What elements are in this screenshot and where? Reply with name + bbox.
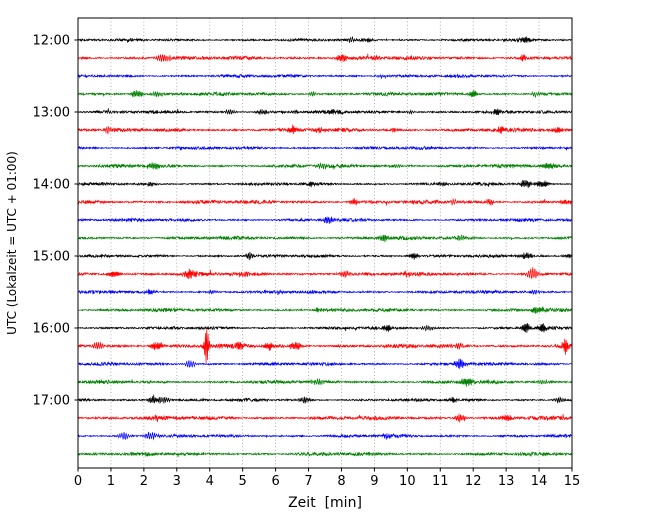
- x-tick-label: 14: [531, 474, 548, 489]
- x-tick-label: 8: [337, 474, 345, 489]
- x-tick-label: 0: [74, 474, 82, 489]
- trace-15:15: [78, 267, 572, 280]
- plot-frame: [77, 17, 573, 469]
- trace-13:00: [78, 108, 572, 116]
- trace-16:15: [78, 328, 572, 364]
- trace-16:45: [78, 377, 572, 387]
- trace-14:30: [78, 216, 572, 224]
- y-axis-label: UTC (Lokalzeit = UTC + 01:00): [5, 151, 19, 335]
- y-tick-label: 16:00: [33, 322, 70, 337]
- trace-12:45: [78, 90, 572, 99]
- x-tick-label: 2: [140, 474, 148, 489]
- x-tick-label: 12: [465, 474, 482, 489]
- trace-14:00: [78, 179, 572, 189]
- trace-17:15: [78, 413, 572, 423]
- x-tick-label: 1: [107, 474, 115, 489]
- trace-16:00: [78, 323, 572, 333]
- x-tick-label: 13: [498, 474, 515, 489]
- trace-14:15: [78, 198, 572, 206]
- y-tick-label: 12:00: [33, 34, 70, 49]
- y-tick-label: 13:00: [33, 106, 70, 121]
- x-axis-label: Zeit [min]: [288, 495, 362, 511]
- trace-15:45: [78, 306, 572, 314]
- x-tick-label: 5: [239, 474, 247, 489]
- trace-12:00: [78, 35, 572, 44]
- axis-layer: [74, 17, 573, 472]
- trace-12:30: [78, 73, 572, 80]
- trace-13:15: [78, 124, 572, 135]
- x-tick-label: 7: [304, 474, 312, 489]
- x-tick-label: 15: [564, 474, 581, 489]
- trace-13:45: [78, 162, 572, 170]
- trace-15:00: [78, 251, 572, 261]
- trace-12:15: [78, 53, 572, 63]
- trace-17:00: [78, 394, 572, 405]
- trace-15:30: [78, 288, 572, 296]
- y-tick-label: 17:00: [33, 394, 70, 409]
- x-tick-label: 4: [206, 474, 214, 489]
- trace-17:30: [78, 431, 572, 441]
- x-tick-label: 3: [173, 474, 181, 489]
- y-tick-label: 15:00: [33, 250, 70, 265]
- trace-14:45: [78, 234, 572, 243]
- x-tick-label: 9: [370, 474, 378, 489]
- trace-16:30: [78, 358, 572, 369]
- x-tick-label: 11: [432, 474, 449, 489]
- x-tick-label: 10: [399, 474, 416, 489]
- x-tick-label: 6: [271, 474, 279, 489]
- trace-13:30: [78, 145, 572, 151]
- tick-labels: 0 1 2 3 4 5 6 7 8 9 10 11 12 13 14 1512:0013:0014:0015:…: [33, 34, 581, 490]
- trace-layer: [78, 35, 572, 458]
- trace-17:45: [78, 451, 572, 458]
- y-tick-label: 14:00: [33, 178, 70, 193]
